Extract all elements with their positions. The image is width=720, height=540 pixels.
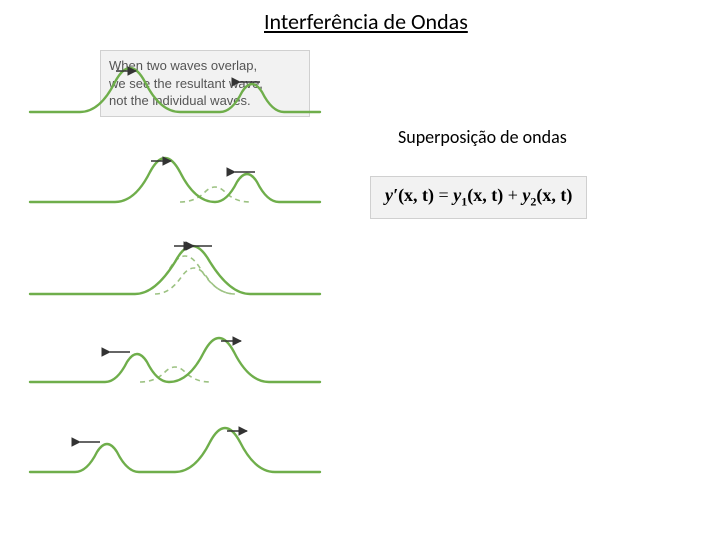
wave-panel	[30, 428, 320, 472]
subtitle: Superposição de ondas	[398, 126, 567, 148]
formula-eq: =	[434, 185, 453, 205]
formula-lhs-var: y′	[385, 185, 398, 205]
wave-panel	[30, 338, 320, 382]
superposition-formula: y′(x, t) = y1(x, t) + y2(x, t)	[370, 176, 587, 219]
wave-superposition-diagram	[20, 44, 330, 534]
resultant-wave	[30, 338, 320, 382]
resultant-wave	[30, 428, 320, 472]
formula-r1-var: y	[453, 185, 461, 205]
formula-r2-args: (x, t)	[536, 185, 572, 205]
formula-lhs-args: (x, t)	[398, 185, 434, 205]
main-title: Interferência de Ondas	[264, 8, 468, 35]
formula-r1-args: (x, t)	[467, 185, 503, 205]
wave-panel	[30, 158, 320, 202]
formula-plus: +	[503, 185, 522, 205]
resultant-wave	[30, 246, 320, 294]
wave-panel	[30, 68, 320, 112]
wave-panel	[30, 246, 320, 294]
resultant-wave	[30, 68, 320, 112]
resultant-wave	[30, 158, 320, 202]
